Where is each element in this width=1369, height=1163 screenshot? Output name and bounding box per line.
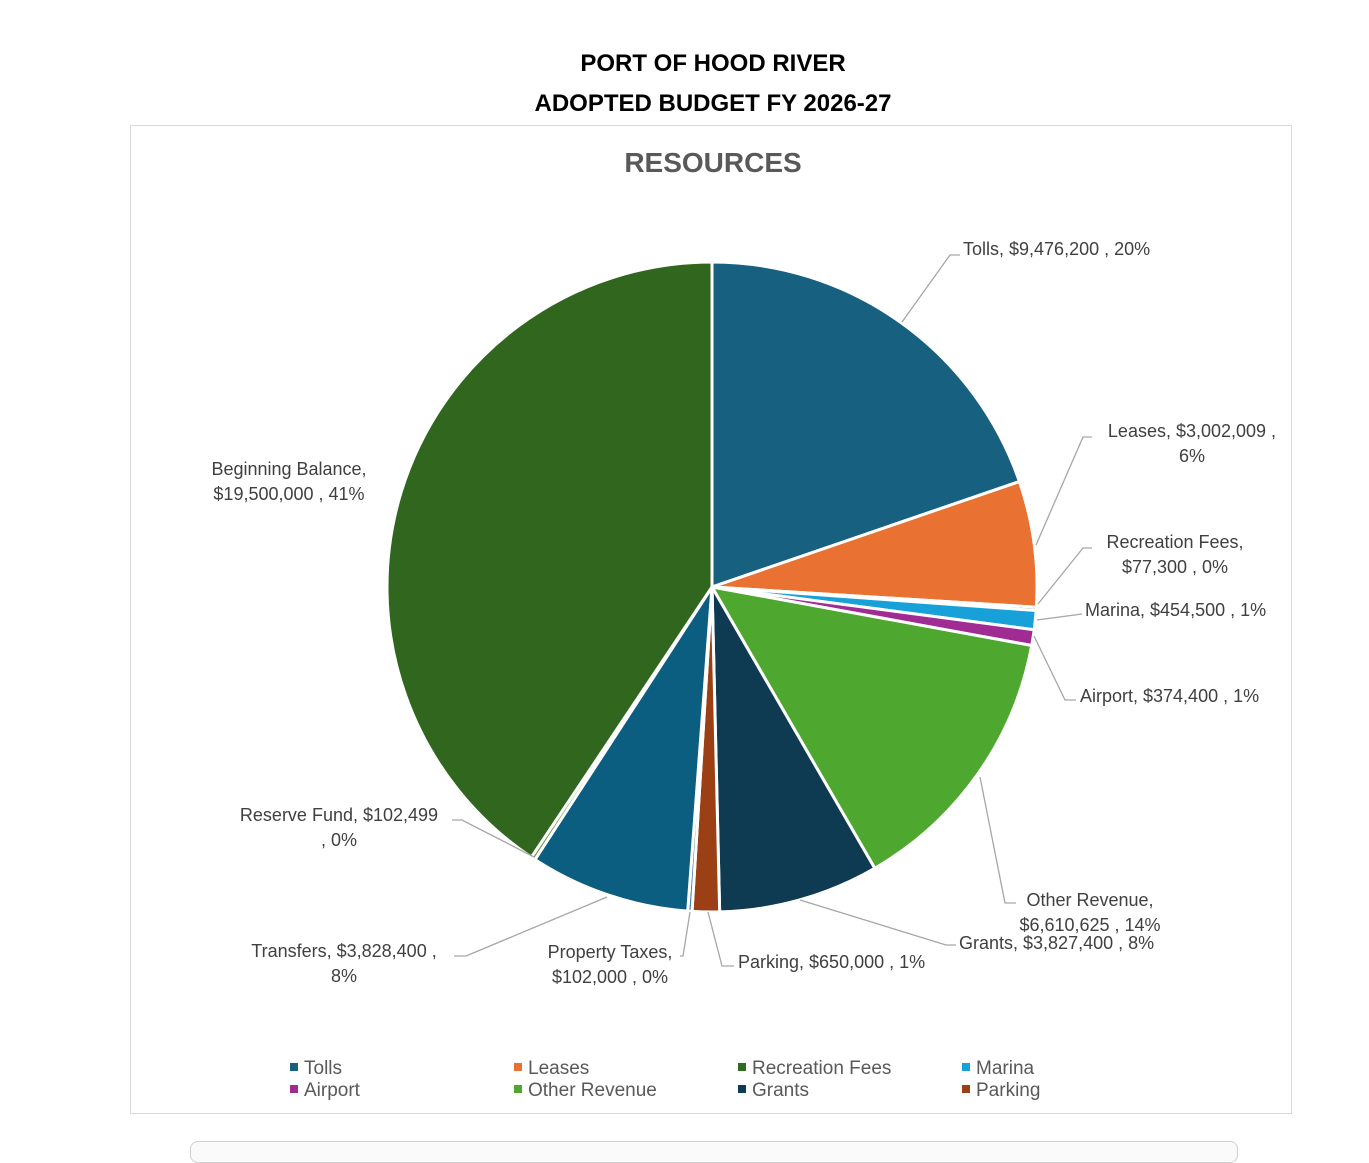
legend-label: Marina (976, 1058, 1035, 1079)
leader-line-transfers (454, 896, 608, 957)
legend-swatch (738, 1084, 746, 1093)
pie-slice-beginning-balance (385, 260, 714, 859)
data-label-recreation-fees: $77,300 , 0% (1122, 557, 1228, 577)
leader-line-parking (707, 911, 734, 967)
legend-label: Grants (752, 1080, 810, 1101)
leader-line-airport (1033, 635, 1076, 701)
legend-label: Tolls (304, 1058, 343, 1079)
leader-line-tolls (901, 254, 960, 323)
legend-swatch (290, 1084, 298, 1093)
leader-line-property-taxes (680, 911, 691, 957)
legend-label: Recreation Fees (752, 1058, 892, 1079)
data-label-property-taxes: $102,000 , 0% (552, 967, 668, 987)
page-title-line2: ADOPTED BUDGET FY 2026-27 (534, 90, 892, 117)
leader-line-reserve-fund (452, 819, 535, 858)
legend-label: Leases (528, 1058, 590, 1079)
data-label-reserve-fund: Reserve Fund, $102,499 (240, 805, 438, 825)
pie-slice-leases (710, 480, 1039, 609)
scroll-container-edge (190, 1141, 1238, 1163)
chart-frame (130, 125, 1292, 1114)
pie-slice-transfers (533, 585, 714, 913)
pie-slice-other-revenue (710, 585, 1034, 870)
pie-slice-grants (710, 585, 877, 914)
pie-slice-tolls (710, 260, 1021, 589)
data-label-leases: Leases, $3,002,009 , (1108, 421, 1276, 441)
legend-swatch (290, 1062, 298, 1071)
legend-item-parking: Parking (962, 1080, 1040, 1102)
data-label-grants: Grants, $3,827,400 , 8% (959, 933, 1154, 953)
data-label-property-taxes: Property Taxes, (548, 942, 673, 962)
legend-item-other-revenue: Other Revenue (514, 1080, 657, 1102)
legend-label: Parking (976, 1080, 1041, 1101)
data-label-reserve-fund: , 0% (321, 830, 357, 850)
legend-item-recreation-fees: Recreation Fees (738, 1058, 891, 1080)
data-label-marina: Marina, $454,500 , 1% (1085, 600, 1266, 620)
legend-item-tolls: Tolls (290, 1058, 342, 1080)
data-label-leases: 6% (1179, 446, 1205, 466)
data-label-parking: Parking, $650,000 , 1% (738, 952, 925, 972)
legend-swatch (962, 1062, 970, 1071)
legend-swatch (962, 1084, 970, 1093)
legend-item-airport: Airport (290, 1080, 360, 1102)
legend-swatch (738, 1062, 746, 1071)
data-label-other-revenue: $6,610,625 , 14% (1019, 915, 1160, 935)
legend-item-marina: Marina (962, 1058, 1034, 1080)
leader-line-recreation-fees (1037, 547, 1092, 605)
data-label-tolls: Tolls, $9,476,200 , 20% (963, 239, 1150, 259)
legend-label: Airport (304, 1080, 360, 1101)
leader-line-marina (1036, 613, 1083, 621)
legend-item-leases: Leases (514, 1058, 589, 1080)
legend-swatch (514, 1062, 522, 1071)
page-title-line1: PORT OF HOOD RIVER (580, 50, 846, 77)
data-label-transfers: Transfers, $3,828,400 , (251, 941, 436, 961)
chart-title: RESOURCES (624, 147, 802, 178)
leader-line-grants (799, 899, 956, 946)
leader-line-other-revenue (979, 776, 1016, 904)
legend-label: Other Revenue (528, 1080, 657, 1101)
data-label-beginning-balance: $19,500,000 , 41% (213, 484, 364, 504)
data-label-transfers: 8% (331, 966, 357, 986)
legend-swatch (514, 1084, 522, 1093)
legend-item-grants: Grants (738, 1080, 809, 1102)
leader-line-leases (1035, 436, 1092, 546)
data-label-airport: Airport, $374,400 , 1% (1080, 686, 1259, 706)
data-label-other-revenue: Other Revenue, (1026, 890, 1153, 910)
data-label-beginning-balance: Beginning Balance, (211, 459, 366, 479)
data-label-recreation-fees: Recreation Fees, (1106, 532, 1243, 552)
